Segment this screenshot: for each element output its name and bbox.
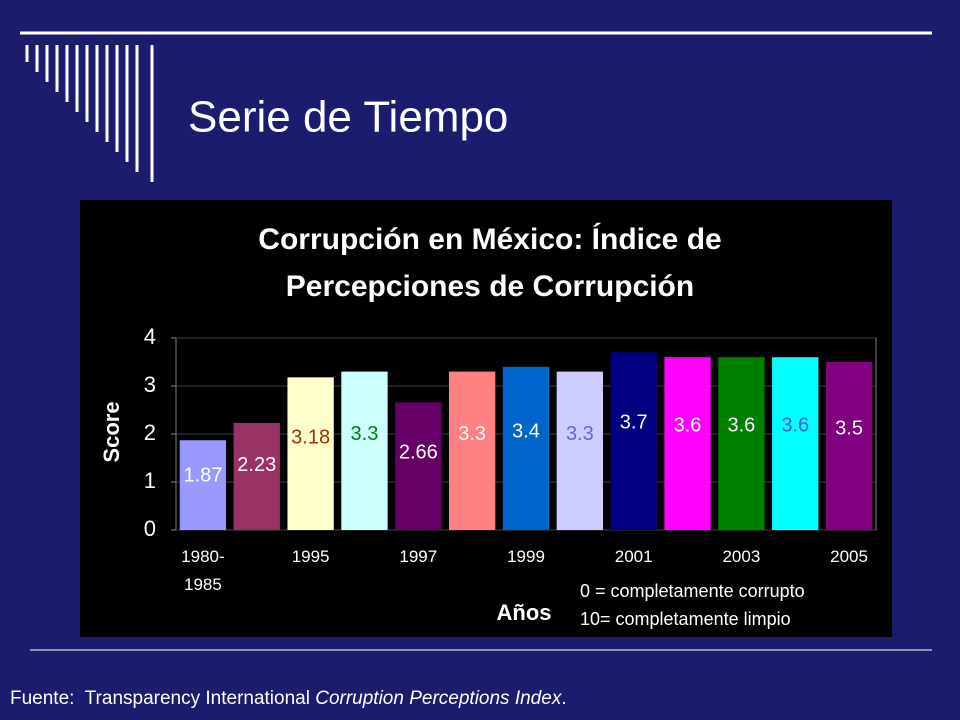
y-tick-label: 0	[144, 516, 156, 541]
decoration	[20, 31, 932, 182]
note: 10= completamente limpio	[580, 609, 791, 629]
bar	[664, 357, 711, 530]
bar	[610, 352, 657, 530]
bar	[395, 402, 442, 530]
value-label: 3.4	[512, 420, 540, 442]
source-text: Fuente: Transparency International	[10, 688, 316, 709]
bar	[179, 440, 227, 530]
value-label: 3.6	[727, 415, 755, 437]
value-label: 3.6	[674, 415, 702, 437]
bar	[772, 357, 819, 530]
bar	[718, 357, 765, 530]
value-label: 3.7	[620, 412, 648, 434]
source: Fuente: Transparency International Corru…	[10, 688, 567, 710]
bar	[556, 371, 603, 530]
chart-title: Percepciones de Corrupción	[286, 270, 694, 303]
value-label: 2.23	[237, 454, 276, 476]
y-tick-label: 4	[144, 324, 156, 349]
value-label: 3.3	[566, 423, 594, 445]
chart-title: Corrupción en México: Índice de	[258, 222, 721, 256]
source-text: .	[561, 688, 567, 709]
x-tick-label: 2001	[614, 547, 653, 566]
y-axis-label: Score	[99, 401, 124, 462]
x-tick-label: 1980- 1985	[181, 547, 225, 594]
value-label: 3.6	[781, 415, 809, 437]
bar	[502, 366, 550, 530]
slide-title: Serie de Tiempo	[188, 93, 508, 142]
x-tick-label: 2003	[722, 547, 761, 566]
bar	[287, 377, 334, 530]
x-tick-label: 1999	[507, 547, 545, 566]
x-axis-label: Años	[497, 600, 552, 625]
source-title: Corruption Perceptions Index	[315, 688, 562, 709]
value-label: 3.18	[291, 427, 330, 449]
bar	[449, 371, 496, 530]
bar	[233, 422, 280, 530]
x-tick-label: 2005	[830, 547, 868, 566]
value-label: 2.66	[399, 442, 438, 464]
note: 0 = completamente corrupto	[580, 581, 805, 601]
y-tick-label: 2	[144, 420, 156, 445]
x-tick-label: 1995	[291, 547, 330, 566]
bar	[341, 371, 388, 530]
value-label: 3.3	[458, 423, 486, 445]
y-tick-label: 3	[144, 372, 156, 397]
value-label: 1.87	[183, 464, 222, 486]
x-tick-label: 1997	[399, 547, 438, 566]
value-label: 3.3	[351, 423, 379, 445]
value-label: 3.5	[835, 417, 863, 439]
y-tick-label: 1	[144, 468, 156, 493]
bar	[825, 362, 873, 530]
